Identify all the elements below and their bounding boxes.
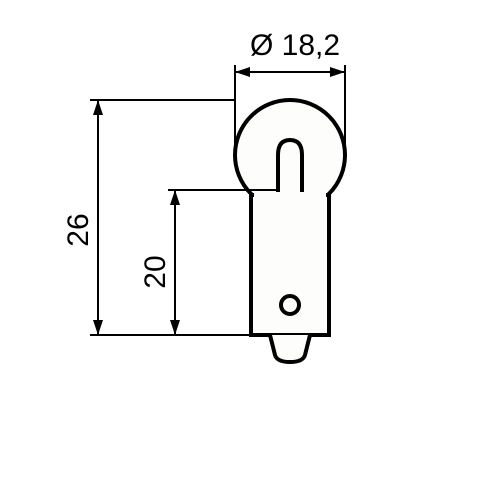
arrow-diam-right [330,67,345,77]
arrow-26-top [93,100,103,115]
height-20-label: 20 [139,255,172,288]
bulb-contact-tip [270,335,310,362]
arrow-20-bot [170,320,180,335]
arrow-20-top [170,190,180,205]
arrow-26-bot [93,320,103,335]
arrow-diam-left [235,67,250,77]
height-26-label: 26 [62,213,95,246]
diameter-label: Ø 18,2 [250,29,340,62]
